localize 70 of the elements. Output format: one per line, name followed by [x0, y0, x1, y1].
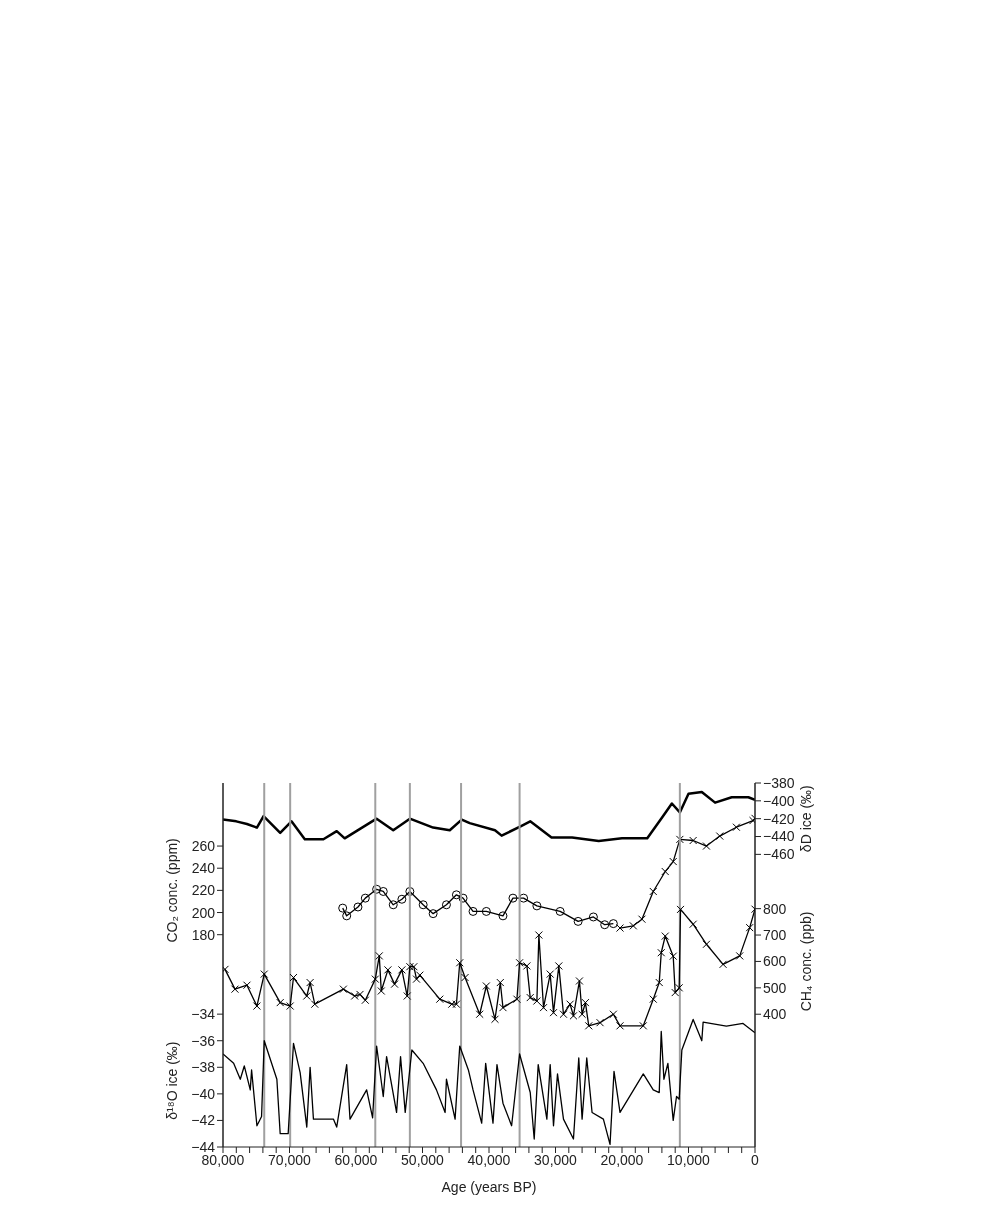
x-tick-label: 70,000	[268, 1151, 312, 1168]
point	[649, 887, 658, 896]
point	[669, 857, 678, 866]
point	[468, 906, 478, 916]
point	[481, 906, 491, 916]
y-tick-label: 260	[191, 838, 216, 855]
point	[508, 893, 518, 903]
point	[378, 886, 388, 896]
y2-tick-label: −400	[763, 792, 795, 809]
y2-tick-label: −380	[763, 774, 795, 791]
y2-tick-label: 600	[763, 953, 787, 970]
point	[689, 836, 698, 845]
y-tick-label: 240	[191, 860, 216, 877]
x-tick-label: 10,000	[667, 1151, 711, 1168]
x-axis-title: Age (years BP)	[441, 1179, 537, 1195]
y2-tick-label: −440	[763, 828, 795, 845]
point	[428, 909, 438, 919]
y-tick-label: 220	[191, 882, 216, 899]
point	[458, 893, 468, 903]
line-series	[223, 790, 755, 843]
y-tick-label: 200	[191, 904, 216, 921]
y2-tick-label: 400	[763, 1006, 787, 1023]
y-tick-label: −34	[191, 1006, 216, 1023]
point	[372, 884, 382, 894]
point	[661, 867, 670, 876]
point	[353, 902, 363, 912]
point	[600, 920, 610, 930]
y-tick-label: −36	[191, 1032, 216, 1049]
y2-tick-label: 700	[763, 927, 787, 944]
x-tick-label: 20,000	[600, 1151, 644, 1168]
y-tick-label: −42	[191, 1112, 216, 1129]
point	[388, 900, 398, 910]
y2-axis-title: CH₄ conc. (ppb)	[797, 911, 814, 1012]
point	[555, 906, 565, 916]
point	[608, 919, 618, 929]
y-tick-label: −40	[191, 1085, 216, 1102]
y2-tick-label: −420	[763, 810, 795, 827]
point	[451, 890, 461, 900]
point	[702, 842, 711, 851]
point	[616, 924, 625, 933]
y-tick-label: −38	[191, 1059, 216, 1076]
point	[637, 915, 646, 924]
point	[342, 911, 352, 921]
x-tick-label: 0	[751, 1151, 760, 1168]
x-tick-label: 40,000	[467, 1151, 511, 1168]
point	[675, 835, 684, 844]
point	[732, 823, 741, 832]
x-tick-label: 60,000	[334, 1151, 378, 1168]
y2-tick-label: −460	[763, 846, 795, 863]
point	[629, 921, 638, 930]
y2-tick-label: 800	[763, 900, 787, 917]
point	[573, 916, 583, 926]
y-tick-label: 180	[191, 926, 216, 943]
point	[405, 886, 415, 896]
x-tick-label: 50,000	[401, 1151, 445, 1168]
y2-axis-title: δD ice (‰)	[797, 785, 814, 853]
y2-tick-label: 500	[763, 979, 787, 996]
point	[715, 832, 724, 841]
point	[532, 901, 542, 911]
y-axis-title: δ¹⁸O ice (‰)	[163, 1041, 180, 1120]
point	[441, 900, 451, 910]
point	[360, 893, 370, 903]
point	[588, 912, 598, 922]
point	[498, 911, 508, 921]
x-tick-label: 30,000	[534, 1151, 578, 1168]
y-axis-title: CO₂ conc. (ppm)	[163, 838, 180, 943]
point	[418, 900, 428, 910]
point	[519, 893, 529, 903]
point	[338, 903, 348, 913]
point	[397, 894, 407, 904]
